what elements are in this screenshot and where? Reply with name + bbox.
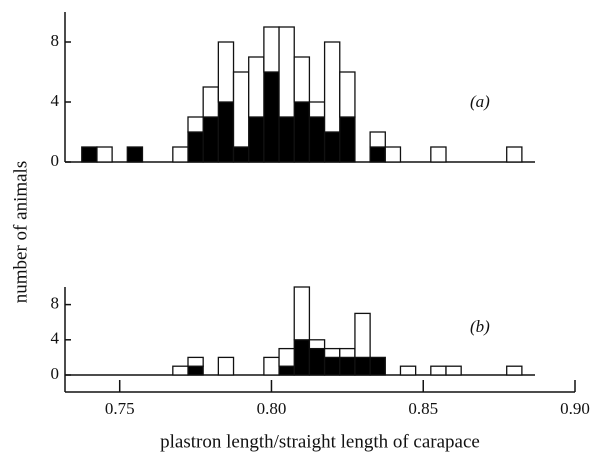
y-tick-label: 4: [51, 91, 60, 110]
bar: [399, 365, 417, 376]
bar: [248, 116, 265, 163]
y-tick-label: 0: [51, 364, 60, 383]
bar: [354, 312, 371, 359]
bar: [308, 339, 326, 350]
bar: [506, 146, 523, 163]
bar: [354, 356, 371, 376]
bar: [278, 347, 295, 367]
y-tick-label: 0: [51, 151, 60, 170]
bar: [232, 71, 250, 148]
panel-label: (b): [470, 317, 490, 336]
bar: [217, 41, 235, 103]
x-tick-label: 0.80: [257, 399, 287, 418]
bar: [217, 101, 235, 163]
bar: [172, 365, 189, 376]
bar: [323, 131, 341, 163]
bar: [263, 26, 280, 73]
bar: [369, 131, 386, 148]
bar: [278, 365, 295, 376]
bar: [293, 339, 311, 376]
bar: [187, 116, 204, 133]
bar: [293, 101, 311, 163]
bar: [293, 56, 311, 103]
y-axis-label: number of animals: [10, 161, 31, 303]
bar: [339, 116, 356, 163]
bar: [263, 356, 280, 376]
bar: [172, 146, 189, 163]
bar: [126, 146, 144, 163]
bar: [339, 356, 356, 376]
bar: [339, 71, 356, 118]
bar: [232, 146, 250, 163]
bar: [323, 356, 341, 376]
bar: [278, 26, 295, 118]
bar: [506, 365, 523, 376]
bar: [384, 146, 402, 163]
x-axis-label: plastron length/straight length of carap…: [160, 431, 480, 452]
x-tick-label: 0.75: [105, 399, 135, 418]
y-tick-label: 8: [51, 294, 60, 313]
bar: [248, 56, 265, 118]
bar: [339, 347, 356, 359]
bar: [430, 365, 447, 376]
bar: [278, 116, 295, 163]
bar: [96, 146, 113, 163]
bar: [430, 146, 447, 163]
x-tick-label: 0.85: [408, 399, 438, 418]
bar: [323, 41, 341, 133]
bar: [202, 86, 220, 118]
bar: [369, 146, 386, 163]
bar: [293, 286, 311, 341]
bar: [263, 71, 280, 163]
bar: [187, 356, 204, 367]
bar: [81, 146, 98, 163]
bar: [308, 101, 326, 118]
bar: [369, 356, 386, 376]
bar: [323, 347, 341, 359]
bar: [308, 116, 326, 163]
bar: [217, 356, 235, 376]
panel-label: (a): [470, 92, 490, 111]
x-tick-label: 0.90: [560, 399, 590, 418]
bar: [445, 365, 462, 376]
bar: [202, 116, 220, 163]
y-tick-label: 8: [51, 31, 60, 50]
y-tick-label: 4: [51, 329, 60, 348]
bar: [187, 365, 204, 376]
bar: [187, 131, 204, 163]
bar: [308, 347, 326, 376]
